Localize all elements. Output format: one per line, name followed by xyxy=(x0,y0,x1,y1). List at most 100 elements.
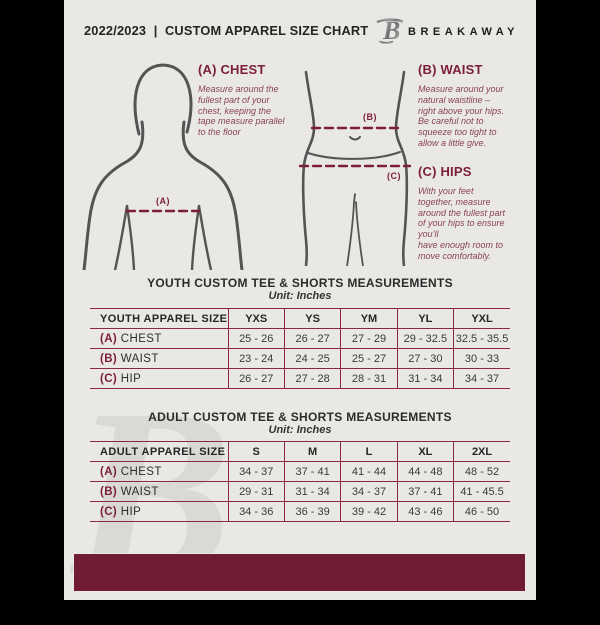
measurement-cell: 25 - 27 xyxy=(340,348,398,369)
measurement-cell: 26 - 27 xyxy=(283,328,341,349)
measurement-cell: 31 - 34 xyxy=(396,368,454,389)
measurement-cell: 29 - 32.5 xyxy=(396,328,454,349)
brand-name: BREAKAWAY xyxy=(408,26,519,38)
right-shoulder-arm xyxy=(181,120,244,270)
column-header: M xyxy=(283,441,341,462)
measurement-cell: 27 - 28 xyxy=(283,368,341,389)
size-column-header: YOUTH APPAREL SIZE xyxy=(90,308,228,329)
measurement-cell: 48 - 52 xyxy=(453,461,510,482)
measurement-cell: 43 - 46 xyxy=(396,501,454,522)
measurement-cell: 24 - 25 xyxy=(283,348,341,369)
row-label: WAIST xyxy=(120,485,159,498)
footer-bar xyxy=(73,553,526,592)
size-chart-page: B 2022/2023 | CUSTOM APPAREL SIZE CHART … xyxy=(0,0,600,612)
hip-crease xyxy=(307,151,401,160)
right-body-outline xyxy=(394,70,409,266)
row-label: HIP xyxy=(120,372,142,385)
column-header: XL xyxy=(396,441,454,462)
measurement-cell: 28 - 31 xyxy=(340,368,398,389)
column-header: YM xyxy=(340,308,398,329)
measurement-cell: 30 - 33 xyxy=(453,348,510,369)
measurement-cell: 27 - 30 xyxy=(396,348,454,369)
chest-guide: (A) CHEST Measure around the fullest par… xyxy=(198,62,318,138)
adult-table-title: ADULT CUSTOM TEE & SHORTS MEASUREMENTS xyxy=(148,410,452,424)
adult-header-row: ADULT APPAREL SIZE S M L XL 2XL xyxy=(90,441,510,462)
row-label: CHEST xyxy=(120,465,162,478)
table-row-chest: (A) CHEST 25 - 26 26 - 27 27 - 29 29 - 3… xyxy=(90,328,510,349)
table-row-waist: (B) WAIST 29 - 31 31 - 34 34 - 37 37 - 4… xyxy=(90,481,510,502)
row-label-cell: (C) HIP xyxy=(90,368,228,389)
table-row-chest: (A) CHEST 34 - 37 37 - 41 41 - 44 44 - 4… xyxy=(90,461,510,482)
column-header: YXL xyxy=(453,308,510,329)
youth-table-title: YOUTH CUSTOM TEE & SHORTS MEASUREMENTS xyxy=(147,276,453,290)
row-label: WAIST xyxy=(120,352,159,365)
measurement-cell: 31 - 34 xyxy=(283,481,341,502)
row-label-cell: (A) CHEST xyxy=(90,461,228,482)
waist-line-label: (B) xyxy=(363,112,377,122)
right-inner-leg xyxy=(355,201,364,266)
torso-figure: (A) xyxy=(82,63,244,270)
hips-line-label: (C) xyxy=(387,171,401,181)
row-prefix: (A) xyxy=(100,465,118,478)
measurement-cell: 34 - 36 xyxy=(227,501,285,522)
measurement-cell: 26 - 27 xyxy=(227,368,285,389)
row-prefix: (A) xyxy=(100,332,118,345)
row-label: CHEST xyxy=(120,332,162,345)
row-label-cell: (A) CHEST xyxy=(90,328,228,349)
measurement-cell: 34 - 37 xyxy=(340,481,398,502)
breakaway-b-icon: B xyxy=(376,16,404,45)
crotch-line xyxy=(353,193,356,203)
head-outline xyxy=(133,63,193,136)
table-row-waist: (B) WAIST 23 - 24 24 - 25 25 - 27 27 - 3… xyxy=(90,348,510,369)
chest-guide-heading: (A) CHEST xyxy=(198,62,266,77)
measurement-cell: 34 - 37 xyxy=(227,461,285,482)
measurement-cell: 46 - 50 xyxy=(453,501,510,522)
page-title: 2022/2023 | CUSTOM APPAREL SIZE CHART xyxy=(84,23,369,38)
adult-unit-label: Unit: Inches xyxy=(268,424,332,436)
youth-size-table: YOUTH APPAREL SIZE YXS YS YM YL YXL (A) … xyxy=(90,308,510,389)
waist-guide-heading: (B) WAIST xyxy=(418,62,483,77)
row-label-cell: (C) HIP xyxy=(90,501,228,522)
row-label-cell: (B) WAIST xyxy=(90,348,228,369)
table-row-hip: (C) HIP 34 - 36 36 - 39 39 - 42 43 - 46 … xyxy=(90,501,510,522)
table-row-hip: (C) HIP 26 - 27 27 - 28 28 - 31 31 - 34 … xyxy=(90,368,510,389)
column-header: S xyxy=(227,441,285,462)
youth-header-row: YOUTH APPAREL SIZE YXS YS YM YL YXL xyxy=(90,308,510,329)
row-prefix: (C) xyxy=(100,505,118,518)
navel-mark xyxy=(349,136,361,141)
letterbox-left xyxy=(0,0,64,600)
letterbox-right xyxy=(536,0,600,600)
right-armpit xyxy=(197,204,213,270)
measurement-cell: 25 - 26 xyxy=(227,328,285,349)
hips-guide-heading: (C) HIPS xyxy=(418,164,472,179)
measurement-cell: 37 - 41 xyxy=(283,461,341,482)
measurement-cell: 36 - 39 xyxy=(283,501,341,522)
left-torso-side xyxy=(125,204,136,270)
measurement-cell: 41 - 45.5 xyxy=(453,481,510,502)
measurement-cell: 29 - 31 xyxy=(227,481,285,502)
left-armpit xyxy=(113,204,129,270)
size-column-header: ADULT APPAREL SIZE xyxy=(90,441,228,462)
waist-guide-text: Measure around your natural waistline – … xyxy=(418,84,505,148)
measurement-cell: 34 - 37 xyxy=(453,368,510,389)
row-prefix: (C) xyxy=(100,372,118,385)
row-label-cell: (B) WAIST xyxy=(90,481,228,502)
column-header: L xyxy=(340,441,398,462)
waist-guide: (B) WAIST Measure around your natural wa… xyxy=(418,62,536,149)
left-inner-leg xyxy=(346,201,355,266)
right-torso-side xyxy=(190,204,201,270)
measurement-cell: 41 - 44 xyxy=(340,461,398,482)
hips-guide: (C) HIPS With your feet together, measur… xyxy=(418,164,540,262)
measurement-cell: 37 - 41 xyxy=(396,481,454,502)
column-header: YS xyxy=(283,308,341,329)
row-prefix: (B) xyxy=(100,485,118,498)
hips-guide-text: With your feet together, measure around … xyxy=(418,186,506,261)
chart-content: B 2022/2023 | CUSTOM APPAREL SIZE CHART … xyxy=(64,0,536,612)
column-header: 2XL xyxy=(453,441,510,462)
lower-body-figure: (B) (C) xyxy=(298,70,412,266)
chest-guide-text: Measure around the fullest part of your … xyxy=(198,84,285,138)
svg-text:B: B xyxy=(382,16,400,45)
measurement-cell: 27 - 29 xyxy=(340,328,398,349)
column-header: YL xyxy=(396,308,454,329)
measurement-cell: 23 - 24 xyxy=(227,348,285,369)
